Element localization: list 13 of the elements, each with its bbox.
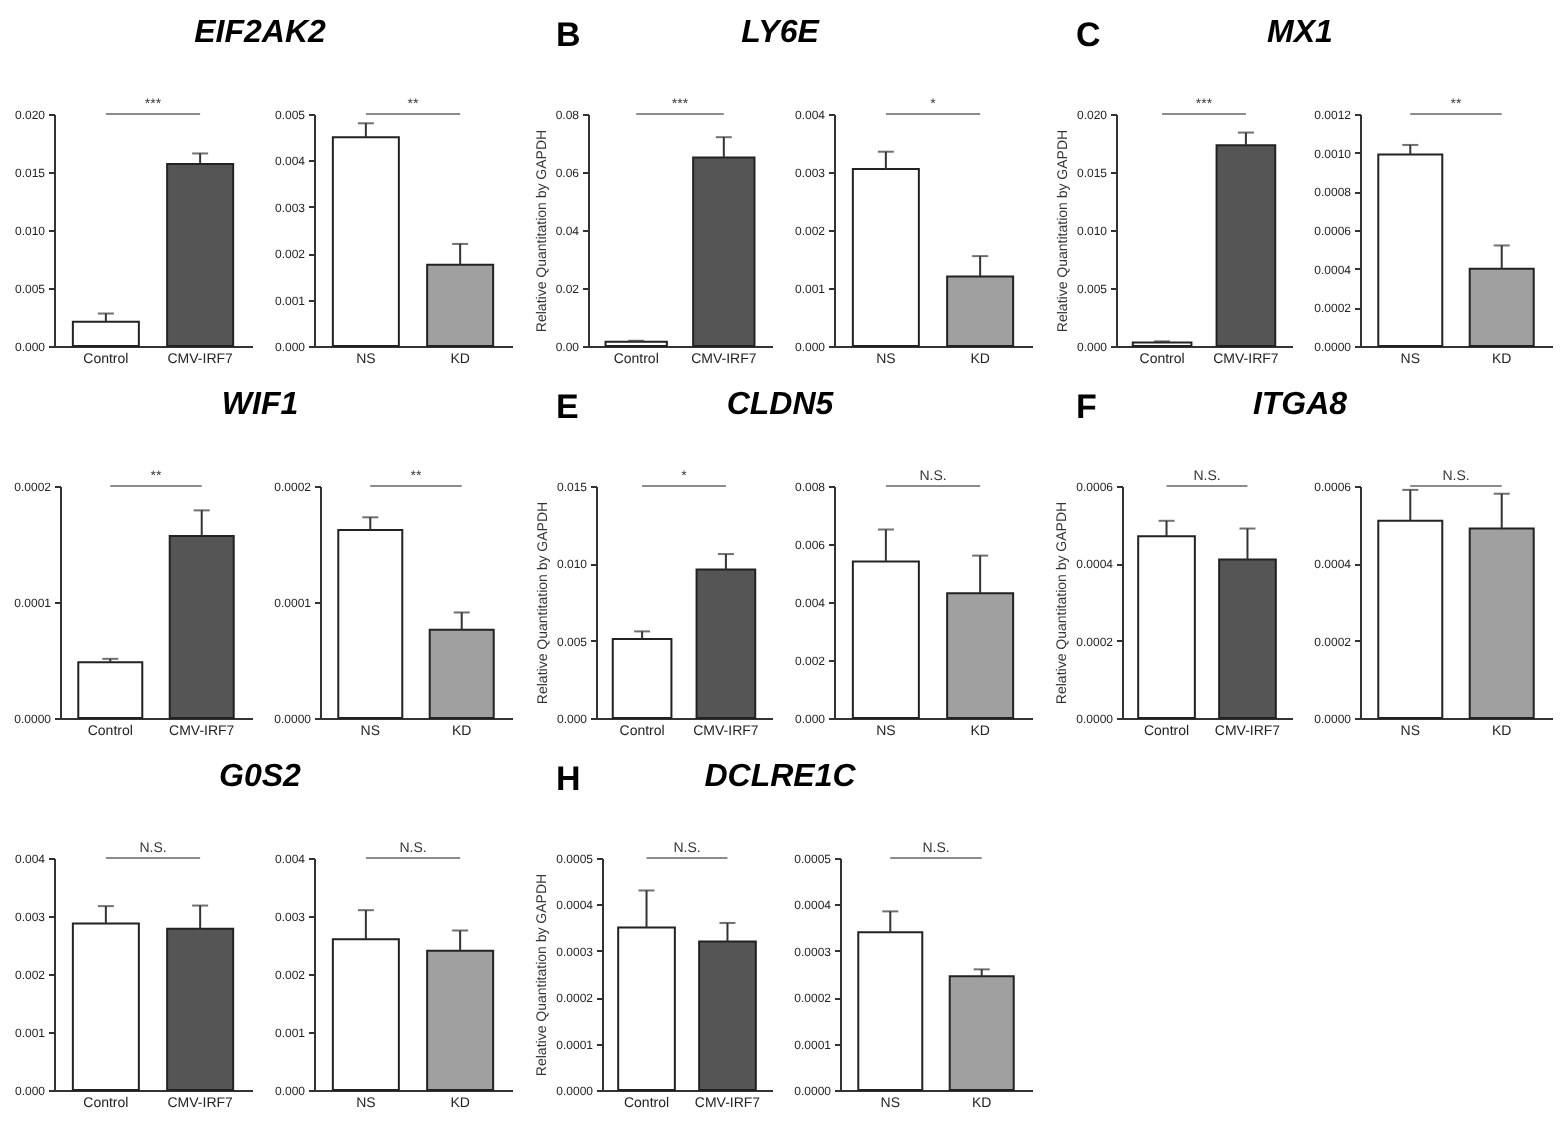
text: E: [556, 388, 579, 428]
chart-title: ITGA8: [1252, 388, 1348, 422]
chart-title: LY6E: [741, 16, 819, 50]
chart-title: WIF1: [219, 388, 301, 424]
chart-title: G0S2: [217, 760, 303, 796]
chart-title: EIF2AK2: [192, 16, 328, 52]
chart-title: DCLRE1C: [704, 760, 856, 794]
text: F: [1076, 388, 1097, 428]
text: C: [1076, 16, 1101, 56]
text: H: [556, 760, 581, 800]
chart-title: CLDN5: [726, 388, 834, 422]
chart-title: MX1: [1267, 16, 1333, 50]
text: B: [556, 16, 581, 56]
